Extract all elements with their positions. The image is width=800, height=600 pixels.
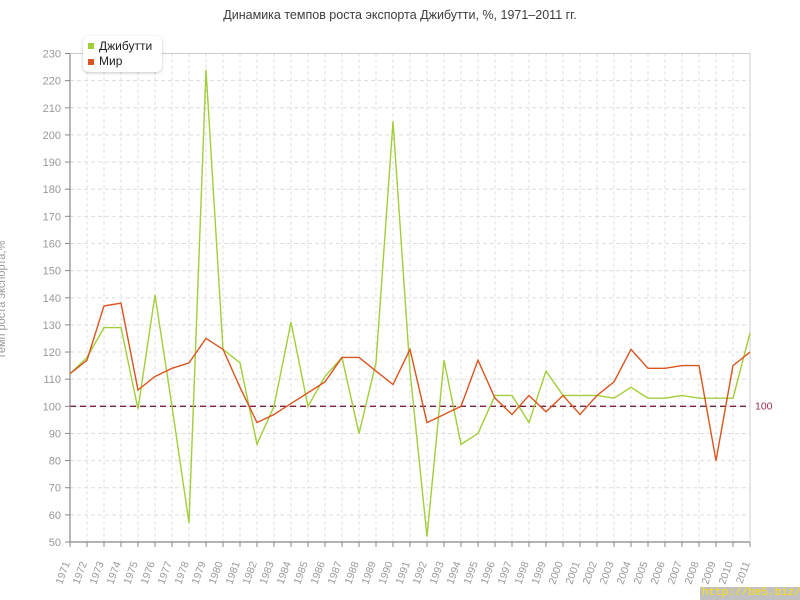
svg-text:170: 170 — [43, 211, 61, 223]
svg-text:2011: 2011 — [734, 560, 753, 585]
svg-text:120: 120 — [43, 347, 61, 359]
svg-text:50: 50 — [49, 537, 61, 549]
svg-text:90: 90 — [49, 428, 61, 440]
svg-text:230: 230 — [43, 49, 61, 61]
svg-text:80: 80 — [49, 456, 61, 468]
svg-text:210: 210 — [43, 103, 61, 115]
svg-text:70: 70 — [49, 483, 61, 495]
svg-text:2010: 2010 — [717, 560, 736, 586]
svg-text:140: 140 — [43, 293, 61, 305]
svg-text:60: 60 — [49, 510, 61, 522]
svg-text:130: 130 — [43, 320, 61, 332]
svg-text:160: 160 — [43, 238, 61, 250]
svg-text:180: 180 — [43, 184, 61, 196]
svg-text:220: 220 — [43, 76, 61, 88]
svg-text:100: 100 — [755, 400, 773, 412]
svg-text:190: 190 — [43, 157, 61, 169]
svg-text:110: 110 — [43, 374, 61, 386]
svg-text:200: 200 — [43, 130, 61, 142]
svg-text:100: 100 — [43, 401, 61, 413]
svg-text:150: 150 — [43, 266, 61, 278]
